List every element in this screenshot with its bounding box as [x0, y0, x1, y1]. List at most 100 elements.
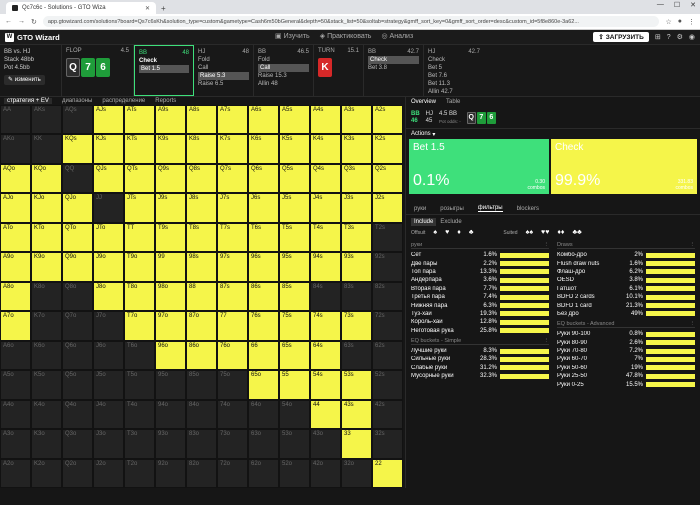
hand-cell[interactable]: A9o — [0, 252, 31, 282]
club-pair-icon[interactable]: ♣♣ — [572, 229, 582, 236]
hand-cell[interactable]: 95o — [155, 370, 186, 400]
hand-cell[interactable]: T3o — [124, 429, 155, 459]
maximize-icon[interactable]: ☐ — [673, 2, 681, 9]
hand-cell[interactable]: 74s — [310, 311, 341, 341]
stat-row[interactable]: Лучшие руки 8.3% — [411, 347, 549, 355]
hand-cell[interactable]: 42s — [372, 399, 403, 429]
hand-cell[interactable]: 76o — [217, 340, 248, 370]
hand-cell[interactable]: K5o — [31, 370, 62, 400]
hand-cell[interactable]: 53o — [279, 429, 310, 459]
forward-icon[interactable]: → — [18, 18, 25, 25]
new-tab-icon[interactable]: + — [161, 4, 166, 13]
spot-bb-turn[interactable]: BB 42.7 Check Bet 3.8 — [364, 45, 424, 96]
hand-cell[interactable]: 77 — [217, 311, 248, 341]
hand-cell[interactable]: 93o — [155, 429, 186, 459]
hand-cell[interactable]: Q3s — [341, 163, 372, 193]
browser-tab[interactable]: Qc7c6c - Solutions - GTO Wiza ✕ — [6, 2, 156, 14]
stat-row[interactable]: Вторая пара 7.7% — [411, 285, 549, 293]
stat-row[interactable]: Две пары 2.2% — [411, 259, 549, 267]
hand-cell[interactable]: 22 — [372, 458, 403, 488]
hand-cell[interactable]: QJs — [93, 163, 124, 193]
hand-cell[interactable]: Q8o — [62, 281, 93, 311]
stat-row[interactable]: Третья пара 7.4% — [411, 293, 549, 301]
hand-cell[interactable]: KJs — [93, 134, 124, 164]
hand-cell[interactable]: 98o — [155, 281, 186, 311]
hand-cell[interactable]: K6s — [248, 134, 279, 164]
hand-cell[interactable]: A7s — [217, 104, 248, 134]
profile-icon[interactable]: ● — [677, 18, 682, 25]
tab-ranges[interactable]: диапазоны — [61, 97, 93, 104]
stat-row[interactable]: Андерпара 3.6% — [411, 276, 549, 284]
diamond-icon[interactable]: ♦ — [457, 229, 461, 236]
hand-cell[interactable]: K3s — [341, 134, 372, 164]
hand-cell[interactable]: 92o — [155, 458, 186, 488]
tab-reports[interactable]: Reports — [155, 97, 177, 104]
hand-cell[interactable]: J9o — [93, 252, 124, 282]
action-item[interactable]: Allin 42.7 — [428, 89, 453, 95]
logo[interactable]: W GTO Wizard — [5, 32, 60, 42]
stat-row[interactable]: Нижняя пара 6.3% — [411, 301, 549, 309]
stat-row[interactable]: Руки 50-60 19% — [557, 364, 695, 372]
action-item[interactable]: Raise 15.3 — [258, 73, 287, 79]
hand-cell[interactable]: 75s — [279, 311, 310, 341]
hand-cell[interactable]: 64o — [248, 399, 279, 429]
hand-cell[interactable]: 97s — [217, 252, 248, 282]
hand-cell[interactable]: A8s — [186, 104, 217, 134]
minimize-icon[interactable]: — — [656, 1, 664, 8]
hand-cell[interactable]: K7s — [217, 134, 248, 164]
actions-dropdown[interactable]: Actions ▾ — [406, 129, 700, 139]
hand-cell[interactable]: T9s — [155, 222, 186, 252]
action-item[interactable]: Check — [428, 57, 446, 63]
club-icon[interactable]: ♣ — [468, 229, 474, 236]
action-item[interactable]: Call — [258, 64, 309, 72]
hand-cell[interactable]: A4s — [310, 104, 341, 134]
stat-row[interactable]: BDFD 2 cards 10.1% — [557, 293, 695, 301]
action-item[interactable]: Bet 7.6 — [428, 73, 448, 79]
stat-row[interactable]: BDFD 1 card 21.3% — [557, 301, 695, 309]
hand-cell[interactable]: ATs — [124, 104, 155, 134]
close-window-icon[interactable]: ✕ — [690, 2, 696, 9]
hand-cell[interactable]: KQs — [62, 134, 93, 164]
hand-cell[interactable]: A3s — [341, 104, 372, 134]
hand-cell[interactable]: J7s — [217, 193, 248, 223]
hand-cell[interactable]: T9o — [124, 252, 155, 282]
hand-cell[interactable]: 96s — [248, 252, 279, 282]
hand-cell[interactable]: 62o — [248, 458, 279, 488]
stat-row[interactable]: Flush draw nuts 1.6% — [557, 259, 695, 267]
include-toggle[interactable]: Include — [411, 218, 437, 226]
action-item[interactable]: Bet 1.5 — [139, 65, 189, 73]
url-field[interactable]: app.gtowizard.com/solutions?board=Qs7c6s… — [42, 16, 660, 27]
hand-cell[interactable]: KK — [31, 134, 62, 164]
diamond-pair-icon[interactable]: ♦♦ — [557, 229, 565, 236]
hand-cell[interactable]: QTo — [62, 222, 93, 252]
stat-row[interactable]: Руки 90-100 0.8% — [557, 330, 695, 338]
hand-cell[interactable]: AJs — [93, 104, 124, 134]
hand-cell[interactable]: 62s — [372, 340, 403, 370]
hand-cell[interactable]: Q9o — [62, 252, 93, 282]
hand-cell[interactable]: K6o — [31, 340, 62, 370]
hand-cell[interactable]: A2s — [372, 104, 403, 134]
hand-cell[interactable]: J2o — [93, 458, 124, 488]
hand-cell[interactable]: 66 — [248, 340, 279, 370]
hand-cell[interactable]: 63o — [248, 429, 279, 459]
hand-cell[interactable]: QQ — [62, 163, 93, 193]
stat-row[interactable]: Топ пара 13.3% — [411, 268, 549, 276]
hand-cell[interactable]: JJ — [93, 193, 124, 223]
hand-cell[interactable]: 82s — [372, 281, 403, 311]
hand-cell[interactable]: T7o — [124, 311, 155, 341]
hand-cell[interactable]: Q7o — [62, 311, 93, 341]
hand-cell[interactable]: KQo — [31, 163, 62, 193]
more-icon[interactable]: ⋮ — [689, 242, 696, 248]
hand-cell[interactable]: 54o — [279, 399, 310, 429]
hand-cell[interactable]: 42o — [310, 458, 341, 488]
hand-cell[interactable]: T6o — [124, 340, 155, 370]
hand-cell[interactable]: Q3o — [62, 429, 93, 459]
hand-cell[interactable]: 85s — [279, 281, 310, 311]
hand-cell[interactable]: JTs — [124, 193, 155, 223]
hand-cell[interactable]: AA — [0, 104, 31, 134]
hand-cell[interactable]: KJo — [31, 193, 62, 223]
spot-bb-flop-2[interactable]: BB 46.5 Fold Call Raise 15.3 Allin 48 — [254, 45, 314, 96]
hand-cell[interactable]: J8o — [93, 281, 124, 311]
hand-cell[interactable]: Q6s — [248, 163, 279, 193]
hand-cell[interactable]: 99 — [155, 252, 186, 282]
